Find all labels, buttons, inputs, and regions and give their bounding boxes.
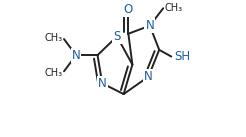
Text: O: O — [124, 3, 133, 16]
Text: CH₃: CH₃ — [45, 68, 63, 78]
Text: S: S — [113, 30, 121, 43]
Text: CH₃: CH₃ — [45, 33, 63, 43]
Text: N: N — [98, 77, 107, 90]
Text: N: N — [144, 70, 153, 83]
Text: CH₃: CH₃ — [165, 3, 183, 13]
Text: N: N — [145, 19, 154, 32]
Text: SH: SH — [175, 50, 191, 63]
Text: N: N — [72, 49, 80, 62]
